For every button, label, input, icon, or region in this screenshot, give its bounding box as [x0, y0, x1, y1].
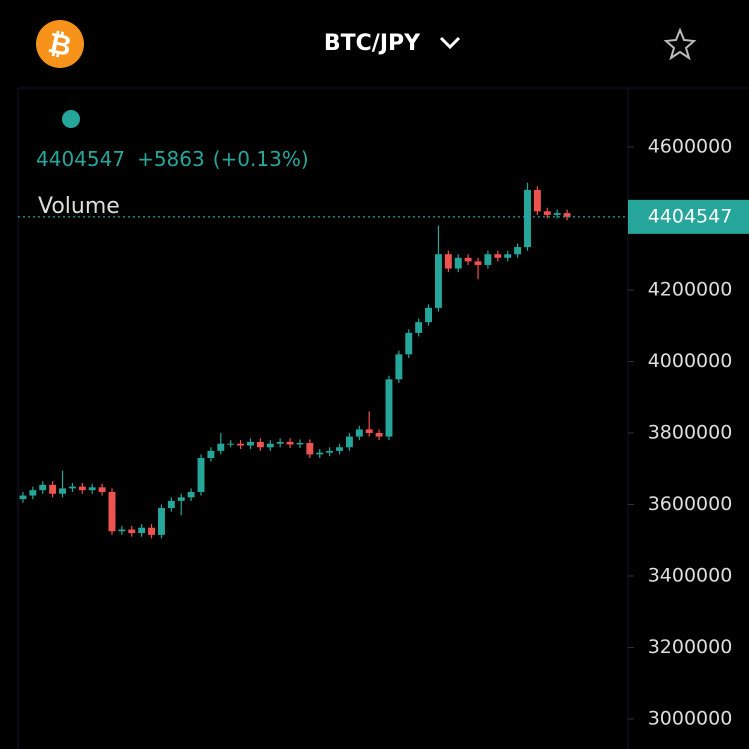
y-tick-label: 4200000 — [648, 278, 733, 300]
y-tick-label: 3200000 — [648, 636, 733, 658]
y-tick-label: 3400000 — [648, 564, 733, 586]
candle-body — [425, 307, 433, 323]
status-dot — [62, 110, 80, 128]
candle-body — [78, 486, 86, 491]
candle-body — [88, 487, 96, 491]
candle-body — [187, 491, 195, 498]
candle-body — [227, 443, 235, 445]
legend-price: 4404547 +5863 (+0.13%) — [36, 147, 309, 171]
candle-body — [276, 441, 284, 444]
icon-circle — [36, 20, 84, 68]
candle-body — [138, 527, 146, 534]
candle-body — [543, 211, 551, 215]
candle-body — [59, 488, 66, 494]
candle-body — [39, 484, 47, 491]
candle-body — [306, 442, 314, 455]
candle-body — [553, 213, 561, 215]
y-tick-label: 3000000 — [648, 707, 733, 729]
candle-body — [484, 254, 492, 265]
candle-body — [514, 247, 522, 255]
candle-body — [454, 257, 462, 269]
last-price-label: 4404547 — [648, 205, 733, 227]
candle-body — [336, 447, 343, 451]
candle-body — [296, 442, 304, 445]
candle-body — [256, 441, 264, 448]
candle-body — [375, 432, 383, 437]
candle-body — [157, 508, 165, 535]
legend-change-pct: (+0.13%) — [213, 147, 309, 171]
y-tick-label: 3800000 — [648, 421, 733, 443]
candle-body — [49, 484, 57, 494]
candle-body — [207, 450, 215, 459]
candle-body — [533, 189, 541, 212]
candle-body — [167, 500, 175, 509]
candle-body — [415, 322, 423, 333]
candle-body — [494, 254, 502, 258]
candle-body — [217, 443, 225, 451]
favorite-star[interactable] — [663, 27, 697, 61]
y-tick-label: 4000000 — [648, 350, 733, 372]
candle-body — [29, 490, 37, 496]
candle-body — [326, 450, 334, 453]
candle-body — [148, 527, 156, 535]
candle-body — [177, 497, 185, 501]
candle-body — [524, 189, 531, 248]
candle-body — [98, 487, 106, 492]
y-tick-label: 3600000 — [648, 493, 733, 515]
candle-body — [286, 441, 294, 445]
candle-body — [316, 452, 324, 455]
candle-body — [247, 441, 254, 446]
candle-body — [68, 486, 76, 489]
candle-body — [365, 429, 373, 433]
candle-body — [355, 429, 363, 437]
candle-body — [444, 254, 452, 269]
candle-body — [385, 379, 393, 437]
candle-body — [395, 354, 403, 380]
candle-body — [345, 436, 353, 448]
candle-body — [266, 443, 274, 448]
candle-body — [128, 529, 136, 534]
candle-body — [19, 495, 27, 500]
candle-body — [504, 254, 512, 258]
candle-body — [434, 254, 442, 308]
last-price-box — [628, 199, 749, 234]
candle-body — [197, 458, 205, 492]
candle-body — [563, 213, 571, 217]
dropdown-chevron[interactable] — [439, 36, 461, 50]
y-tick-label: 4600000 — [648, 135, 733, 157]
pair-title[interactable]: BTC/JPY — [324, 31, 421, 56]
legend-change: +5863 — [137, 147, 205, 171]
candle-body — [108, 491, 116, 532]
candle-body — [464, 257, 472, 262]
candle-body — [474, 261, 482, 265]
plot: 3000000 3200000 3400000 3600000 3800000 40000… — [18, 135, 749, 729]
legend-series: Volume — [38, 194, 120, 219]
candle-body — [237, 443, 245, 446]
candle-body — [405, 332, 413, 355]
candle-body — [118, 529, 126, 532]
legend-last: 4404547 — [36, 147, 125, 171]
bitcoin-icon[interactable]: ₿ — [36, 20, 84, 68]
